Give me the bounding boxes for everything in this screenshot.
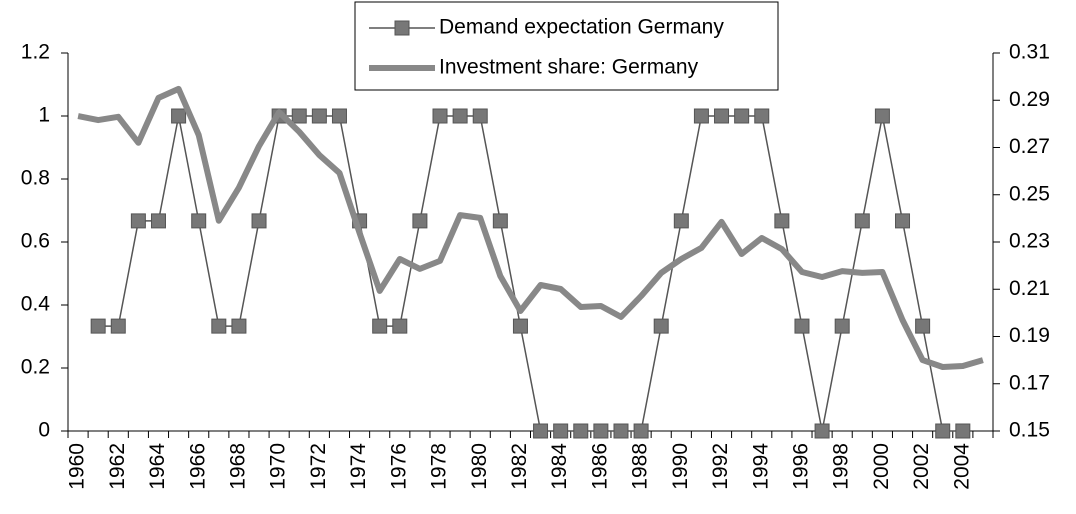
x-tick-label: 1960 bbox=[66, 443, 89, 490]
x-tick-label: 1980 bbox=[468, 443, 491, 490]
marker bbox=[472, 108, 488, 124]
x-tick-label: 1994 bbox=[749, 443, 772, 490]
marker bbox=[130, 213, 146, 229]
legend: Demand expectation Germany Investment sha… bbox=[354, 1, 779, 91]
series-line bbox=[98, 115, 963, 432]
x-tick-label: 1972 bbox=[307, 443, 330, 490]
marker bbox=[492, 213, 508, 229]
x-tick-label: 1966 bbox=[186, 443, 209, 490]
marker bbox=[110, 318, 126, 334]
marker bbox=[734, 108, 750, 124]
marker bbox=[573, 423, 589, 439]
marker bbox=[754, 108, 770, 124]
marker bbox=[231, 318, 247, 334]
x-tick-label: 2004 bbox=[950, 443, 973, 490]
x-tick-label: 1986 bbox=[588, 443, 611, 490]
x-tick-label: 1988 bbox=[629, 443, 652, 490]
marker bbox=[311, 108, 327, 124]
marker bbox=[171, 108, 187, 124]
marker bbox=[774, 213, 790, 229]
marker bbox=[653, 318, 669, 334]
y-tick-label: 0.6 bbox=[21, 230, 50, 253]
marker bbox=[874, 108, 890, 124]
marker bbox=[412, 213, 428, 229]
y2-tick-label: 0.25 bbox=[1009, 182, 1050, 205]
marker bbox=[211, 318, 227, 334]
legend-label: Demand expectation Germany bbox=[439, 16, 724, 39]
marker bbox=[452, 108, 468, 124]
x-tick-label: 1984 bbox=[548, 443, 571, 490]
marker bbox=[191, 213, 207, 229]
marker bbox=[90, 318, 106, 334]
y2-tick-label: 0.15 bbox=[1009, 419, 1050, 442]
y2-tick-label: 0.29 bbox=[1009, 88, 1050, 111]
y2-tick-label: 0.31 bbox=[1009, 41, 1050, 64]
x-tick-label: 2000 bbox=[870, 443, 893, 490]
marker bbox=[693, 108, 709, 124]
marker bbox=[553, 423, 569, 439]
x-tick-label: 1962 bbox=[106, 443, 129, 490]
marker bbox=[854, 213, 870, 229]
marker bbox=[392, 318, 408, 334]
x-tick-label: 1964 bbox=[146, 443, 169, 490]
y2-tick-label: 0.17 bbox=[1009, 371, 1050, 394]
x-tick-label: 1990 bbox=[669, 443, 692, 490]
marker bbox=[814, 423, 830, 439]
y2-tick-label: 0.27 bbox=[1009, 135, 1050, 158]
marker bbox=[251, 213, 267, 229]
y-tick-label: 0.2 bbox=[21, 356, 50, 379]
y-tick-label: 1 bbox=[38, 104, 50, 127]
marker bbox=[512, 318, 528, 334]
y-tick-label: 0 bbox=[38, 419, 50, 442]
legend-box bbox=[354, 1, 779, 91]
marker bbox=[895, 213, 911, 229]
marker bbox=[834, 318, 850, 334]
marker bbox=[150, 213, 166, 229]
marker bbox=[633, 423, 649, 439]
marker bbox=[533, 423, 549, 439]
x-tick-label: 1970 bbox=[267, 443, 290, 490]
x-tick-label: 1968 bbox=[226, 443, 249, 490]
marker bbox=[915, 318, 931, 334]
legend-marker bbox=[394, 20, 410, 36]
x-tick-label: 1976 bbox=[387, 443, 410, 490]
y-tick-label: 1.2 bbox=[21, 41, 50, 64]
marker bbox=[593, 423, 609, 439]
marker bbox=[714, 108, 730, 124]
marker bbox=[794, 318, 810, 334]
y2-tick-label: 0.23 bbox=[1009, 230, 1050, 253]
marker bbox=[291, 108, 307, 124]
marker bbox=[613, 423, 629, 439]
x-tick-label: 1978 bbox=[428, 443, 451, 490]
marker bbox=[955, 423, 971, 439]
marker bbox=[432, 108, 448, 124]
x-tick-label: 1974 bbox=[347, 443, 370, 490]
legend-label: Investment share: Germany bbox=[439, 56, 699, 79]
marker bbox=[935, 423, 951, 439]
marker bbox=[331, 108, 347, 124]
x-tick-label: 2002 bbox=[910, 443, 933, 490]
marker bbox=[673, 213, 689, 229]
x-tick-label: 1996 bbox=[790, 443, 813, 490]
y2-tick-label: 0.19 bbox=[1009, 324, 1050, 347]
x-tick-label: 1998 bbox=[830, 443, 853, 490]
x-tick-label: 1982 bbox=[508, 443, 531, 490]
x-tick-label: 1992 bbox=[709, 443, 732, 490]
y2-tick-label: 0.21 bbox=[1009, 277, 1050, 300]
y-tick-label: 0.8 bbox=[21, 167, 50, 190]
marker bbox=[372, 318, 388, 334]
series-line bbox=[77, 85, 984, 370]
y-tick-label: 0.4 bbox=[21, 293, 51, 316]
